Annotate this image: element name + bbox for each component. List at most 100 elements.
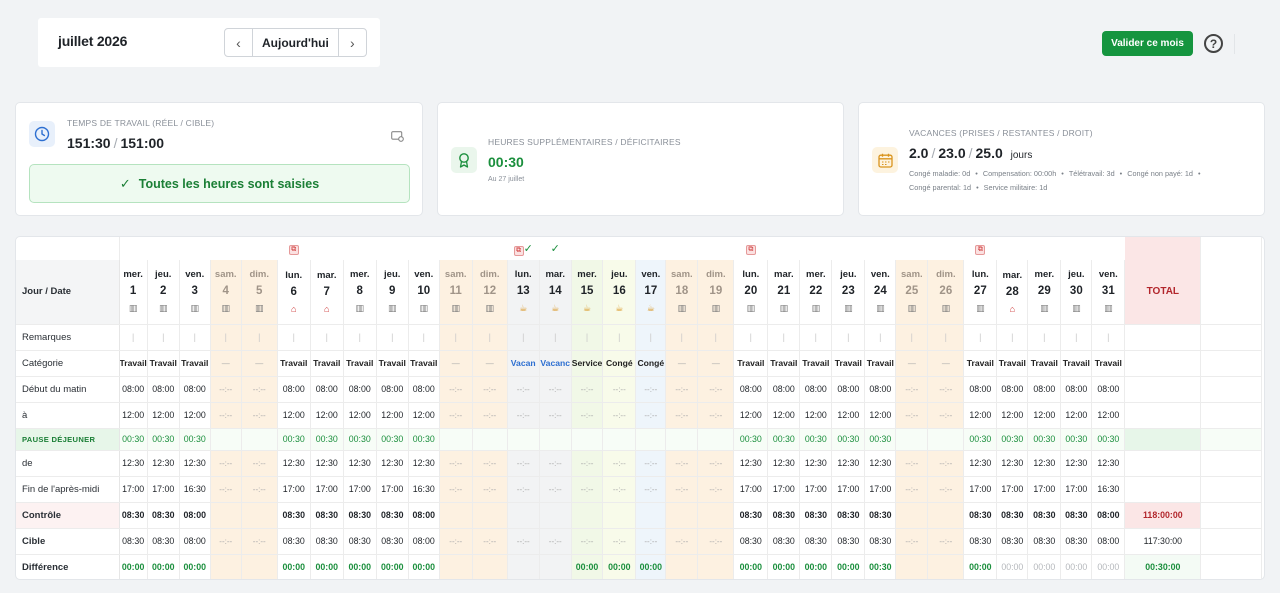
cell[interactable]: 08:30 [767, 502, 801, 529]
cell[interactable]: --:-- [635, 528, 667, 555]
cell[interactable]: --:-- [635, 402, 667, 429]
cell[interactable]: 08:00 [799, 376, 833, 403]
cell[interactable]: 00:00 [179, 554, 211, 579]
pause-cell[interactable] [571, 428, 604, 451]
pause-cell[interactable] [472, 428, 508, 451]
cell[interactable]: --:-- [210, 450, 242, 477]
day-header[interactable]: mer. 8 ▥ [343, 260, 377, 325]
cell[interactable]: | [1027, 324, 1062, 351]
cell[interactable]: 08:30 [831, 502, 866, 529]
cell[interactable]: 08:30 [376, 528, 409, 555]
cell[interactable]: 12:30 [767, 450, 801, 477]
cell[interactable]: --:-- [895, 402, 929, 429]
cell[interactable]: 00:00 [376, 554, 409, 579]
pause-cell[interactable]: 00:30 [799, 428, 833, 451]
cell[interactable]: --:-- [571, 476, 604, 503]
cell[interactable]: 00:00 [963, 554, 998, 579]
cell[interactable]: --:-- [927, 528, 965, 555]
cell[interactable]: | [571, 324, 604, 351]
cell[interactable]: | [602, 324, 637, 351]
cell[interactable]: 12:00 [963, 402, 998, 429]
pause-cell[interactable] [241, 428, 278, 451]
cell[interactable]: 08:30 [733, 528, 769, 555]
cell[interactable]: 16:30 [1091, 476, 1126, 503]
pause-cell[interactable] [602, 428, 637, 451]
cell[interactable]: 08:30 [310, 502, 344, 529]
cell[interactable]: Travail [277, 350, 311, 377]
cell[interactable]: 17:00 [277, 476, 311, 503]
pause-cell[interactable]: 00:30 [733, 428, 769, 451]
cell[interactable]: --:-- [241, 476, 278, 503]
day-header[interactable]: jeu. 23 ▥ [831, 260, 866, 325]
cell[interactable]: 08:00 [1091, 376, 1126, 403]
card-settings-icon[interactable] [391, 129, 404, 147]
pause-cell[interactable] [439, 428, 473, 451]
pause-cell[interactable] [539, 428, 572, 451]
cell[interactable]: | [963, 324, 998, 351]
cell[interactable]: | [507, 324, 540, 351]
cell[interactable]: 00:00 [1027, 554, 1062, 579]
cell[interactable] [927, 554, 965, 579]
cell[interactable]: | [147, 324, 180, 351]
copy-icon[interactable]: ⧉ [745, 244, 756, 255]
day-header[interactable]: mar. 21 ▥ [767, 260, 801, 325]
cell[interactable]: 17:00 [310, 476, 344, 503]
cell[interactable] [571, 502, 604, 529]
cell[interactable]: | [119, 324, 148, 351]
cell[interactable] [697, 554, 735, 579]
cell[interactable]: --:-- [571, 450, 604, 477]
cell[interactable] [635, 502, 667, 529]
cell[interactable]: 12:30 [277, 450, 311, 477]
cell[interactable]: 12:30 [376, 450, 409, 477]
cell[interactable]: 16:30 [179, 476, 211, 503]
cell[interactable]: 00:00 [635, 554, 667, 579]
cell[interactable]: --:-- [210, 376, 242, 403]
next-month-button[interactable]: › [339, 29, 366, 56]
cell[interactable] [241, 502, 278, 529]
cell[interactable]: Travail [1091, 350, 1126, 377]
pause-cell[interactable] [895, 428, 929, 451]
cell[interactable]: 12:30 [996, 450, 1029, 477]
cell[interactable]: Service [571, 350, 604, 377]
pause-cell[interactable]: 00:30 [831, 428, 866, 451]
day-header[interactable]: mer. 22 ▥ [799, 260, 833, 325]
cell[interactable]: | [864, 324, 897, 351]
cell[interactable]: | [927, 324, 965, 351]
cell[interactable]: Travail [1060, 350, 1093, 377]
cell[interactable]: 08:00 [996, 376, 1029, 403]
cell[interactable]: 00:00 [343, 554, 377, 579]
cell[interactable]: 08:00 [1027, 376, 1062, 403]
pause-cell[interactable]: 00:30 [179, 428, 211, 451]
day-header[interactable]: mar. 7 ⌂ [310, 260, 344, 325]
cell[interactable]: | [1060, 324, 1093, 351]
cell[interactable]: --:-- [472, 450, 508, 477]
cell[interactable]: 12:00 [1091, 402, 1126, 429]
cell[interactable]: | [733, 324, 769, 351]
cell[interactable]: --:-- [602, 450, 637, 477]
cell[interactable]: --:-- [507, 528, 540, 555]
cell[interactable]: 08:00 [147, 376, 180, 403]
cell[interactable]: | [665, 324, 699, 351]
cell[interactable]: 12:00 [408, 402, 440, 429]
cell[interactable]: --:-- [895, 376, 929, 403]
day-header[interactable]: dim. 12 ▥ [472, 260, 508, 325]
cell[interactable]: Travail [996, 350, 1029, 377]
cell[interactable]: | [895, 324, 929, 351]
cell[interactable]: — [241, 350, 278, 377]
cell[interactable]: Travail [1027, 350, 1062, 377]
cell[interactable]: 17:00 [996, 476, 1029, 503]
cell[interactable]: | [996, 324, 1029, 351]
cell[interactable]: Travail [864, 350, 897, 377]
cell[interactable]: 08:30 [963, 528, 998, 555]
day-header[interactable]: lun. 27 ▥ [963, 260, 998, 325]
cell[interactable]: 00:00 [602, 554, 637, 579]
pause-cell[interactable]: 00:30 [343, 428, 377, 451]
cell[interactable]: 08:30 [831, 528, 866, 555]
cell[interactable]: 00:00 [119, 554, 148, 579]
cell[interactable] [539, 502, 572, 529]
cell[interactable]: 00:00 [1060, 554, 1093, 579]
cell[interactable]: --:-- [602, 476, 637, 503]
cell[interactable]: --:-- [927, 376, 965, 403]
cell[interactable]: --:-- [665, 376, 699, 403]
cell[interactable]: 12:00 [179, 402, 211, 429]
